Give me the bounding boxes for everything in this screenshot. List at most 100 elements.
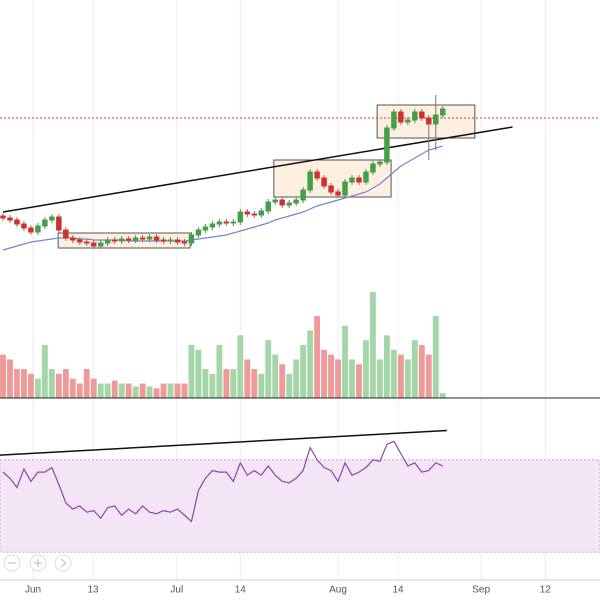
volume-bar xyxy=(111,380,118,398)
candle-body xyxy=(91,242,97,247)
plus-icon xyxy=(34,559,42,567)
candle-body xyxy=(251,213,258,216)
volume-bar xyxy=(265,340,272,398)
candle-body xyxy=(216,221,223,225)
volume-bar xyxy=(251,369,258,398)
volume-bar xyxy=(342,325,348,398)
candle-body xyxy=(363,171,369,183)
candle-body xyxy=(286,202,292,206)
volume-bar xyxy=(432,316,439,398)
volume-bar xyxy=(356,364,362,398)
volume-bar xyxy=(418,344,425,398)
candle-body xyxy=(14,219,20,225)
candle-body xyxy=(125,238,132,241)
candle-body xyxy=(223,221,230,224)
volume-bar xyxy=(216,344,223,398)
volume-bar xyxy=(132,386,139,398)
volume-bar xyxy=(404,359,411,398)
x-tick-label: Aug xyxy=(329,585,347,596)
volume-bar xyxy=(376,359,383,398)
volume-bar xyxy=(370,291,376,398)
candle-body xyxy=(335,191,341,196)
volume-bar xyxy=(174,383,181,398)
volume-bar xyxy=(195,349,202,398)
volume-bar xyxy=(237,335,244,398)
volume-bar xyxy=(76,383,83,398)
candle-body xyxy=(405,119,411,123)
candle-body xyxy=(293,199,299,204)
candle-body xyxy=(202,226,209,231)
candle-body xyxy=(328,185,334,193)
trendline xyxy=(2,126,513,213)
candle-body xyxy=(209,223,216,228)
candle-body xyxy=(7,217,13,221)
volume-bar xyxy=(335,359,341,398)
volume-bar xyxy=(300,344,307,398)
volume-bar xyxy=(118,383,125,398)
x-tick-label: 13 xyxy=(87,585,99,596)
candle-body xyxy=(440,108,446,116)
candle-body xyxy=(349,177,355,183)
candle-body xyxy=(244,211,251,215)
candle-body xyxy=(258,210,264,216)
next-button[interactable] xyxy=(54,554,72,572)
x-tick-label: 14 xyxy=(235,585,247,596)
candle-body xyxy=(63,229,69,239)
candle-body xyxy=(272,199,278,203)
volume-bar xyxy=(328,354,334,398)
volume-bar xyxy=(146,386,153,398)
candle-body xyxy=(377,161,383,165)
candle-body xyxy=(56,216,62,231)
volume-bar xyxy=(258,373,265,398)
volume-bar xyxy=(41,344,48,398)
volume-bar xyxy=(439,393,446,398)
zoom-controls[interactable] xyxy=(3,554,72,572)
volume-bar xyxy=(244,359,251,398)
candle-body xyxy=(111,239,118,242)
volume-bar xyxy=(181,383,188,398)
x-tick-label: Jun xyxy=(25,585,41,596)
candle-body xyxy=(356,177,362,183)
volume-bar xyxy=(383,335,390,398)
volume-bar xyxy=(104,383,111,398)
volume-bar xyxy=(390,349,397,398)
arrow-icon xyxy=(60,558,67,568)
candle-body xyxy=(237,211,244,223)
volume-bar xyxy=(97,383,104,398)
candle-body xyxy=(153,236,160,241)
rsi-line xyxy=(2,440,443,523)
volume-bar xyxy=(397,354,404,398)
volume-bar xyxy=(293,359,300,398)
volume-bar xyxy=(411,340,418,398)
volume-bar xyxy=(230,369,237,398)
candle-body xyxy=(0,215,6,219)
volume-bar xyxy=(27,373,34,398)
candle-body xyxy=(230,221,237,224)
candle-body xyxy=(433,114,439,125)
volume-bar xyxy=(0,354,6,398)
rsi-band xyxy=(0,459,600,553)
volume-bar xyxy=(314,316,321,398)
volume-bar xyxy=(160,383,167,398)
volume-bar xyxy=(83,369,90,398)
volume-bar xyxy=(425,354,432,398)
candle-body xyxy=(314,171,320,179)
candle-body xyxy=(21,223,27,229)
volume-bar xyxy=(139,383,146,398)
volume-bar xyxy=(188,344,195,398)
volume-bar xyxy=(153,388,160,398)
candle-body xyxy=(391,111,397,129)
volume-bar xyxy=(209,373,216,398)
rsi-trendline xyxy=(0,429,447,456)
candle-body xyxy=(384,127,390,163)
moving-average xyxy=(2,145,443,251)
volume-bar xyxy=(223,369,230,398)
candle-body xyxy=(181,241,188,244)
candle-body xyxy=(412,111,418,121)
candle-body xyxy=(195,229,202,236)
volume-bar xyxy=(7,359,13,398)
candle-body xyxy=(49,216,55,221)
volume-bar xyxy=(34,378,41,398)
volume-bar xyxy=(167,383,174,398)
volume-bar xyxy=(272,354,279,398)
